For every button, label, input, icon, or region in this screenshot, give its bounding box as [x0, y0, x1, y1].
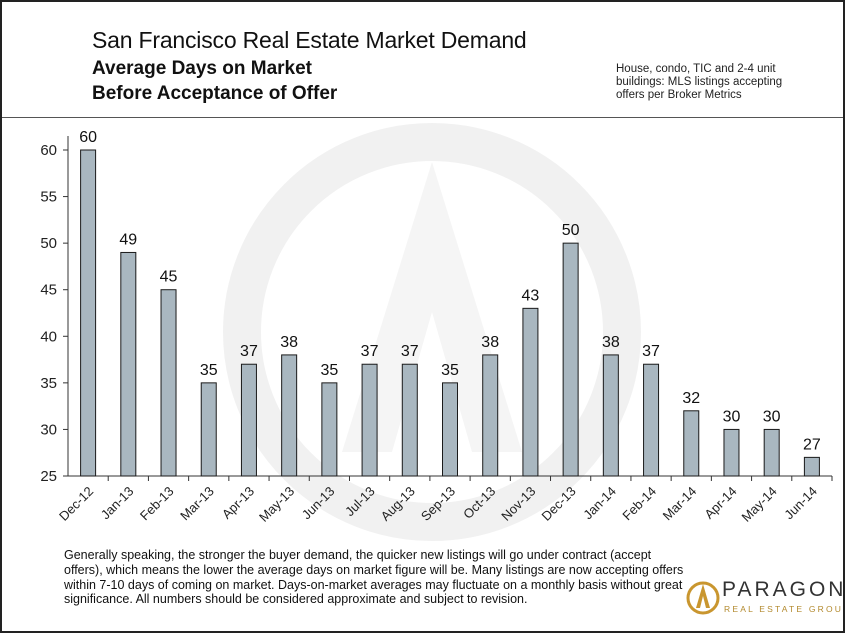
data-label: 35 — [200, 362, 218, 379]
bar — [442, 382, 458, 477]
x-tick-label: Feb-14 — [619, 484, 659, 524]
y-tick-label: 40 — [40, 328, 57, 345]
bar — [160, 289, 177, 477]
bar — [281, 354, 298, 477]
data-label: 38 — [602, 334, 620, 351]
bar — [321, 382, 338, 477]
source-note-line-3: offers per Broker Metrics — [616, 89, 742, 101]
data-label: 37 — [642, 343, 660, 360]
x-tick-label: Feb-13 — [137, 484, 177, 524]
x-tick-label: Jan-13 — [98, 484, 137, 523]
bar — [80, 149, 97, 477]
data-label: 43 — [522, 287, 540, 304]
paragon-logo-icon — [686, 581, 720, 615]
data-label: 50 — [562, 222, 580, 239]
x-tick-label: Mar-13 — [177, 484, 217, 524]
x-tick-label: Mar-14 — [660, 484, 700, 524]
y-tick-label: 30 — [40, 421, 57, 438]
source-note: House, condo, TIC and 2-4 unit buildings… — [616, 63, 816, 102]
subtitle-line-1: Average Days on Market — [92, 58, 313, 79]
subtitle-line-2: Before Acceptance of Offer — [92, 83, 338, 104]
y-tick-label: 55 — [40, 189, 57, 206]
bar — [361, 363, 378, 477]
data-label: 35 — [441, 362, 459, 379]
x-tick-label: Dec-13 — [539, 484, 579, 524]
x-tick-label: Jun-14 — [781, 484, 820, 523]
bar — [240, 363, 257, 477]
bar — [723, 428, 740, 477]
source-note-line-2: buildings: MLS listings accepting — [616, 76, 783, 88]
data-label: 35 — [320, 362, 338, 379]
bar — [643, 363, 660, 477]
bar — [803, 456, 820, 477]
bar — [562, 242, 579, 477]
bar — [602, 354, 619, 477]
bar — [200, 382, 217, 477]
bar — [401, 363, 418, 477]
paragon-watermark-icon — [223, 123, 641, 541]
x-tick-label: Nov-13 — [498, 484, 538, 524]
chart-title: San Francisco Real Estate Market Demand — [92, 27, 527, 53]
header-divider — [2, 117, 843, 118]
x-tick-label: Jan-14 — [580, 484, 619, 523]
bar — [120, 251, 137, 477]
bar-chart: 25 30 35 40 45 50 55 60 60 Dec-12 49 Jan-13 45 Feb-13… — [40, 129, 833, 525]
data-label: 38 — [481, 334, 499, 351]
data-label: 37 — [401, 343, 419, 360]
bar — [763, 428, 780, 477]
data-label: 38 — [280, 334, 298, 351]
paragon-logo: PARAGON REAL ESTATE GROUP — [686, 574, 843, 624]
y-tick-label: 25 — [40, 468, 57, 485]
bar — [683, 410, 700, 477]
x-tick-label: Apr-13 — [219, 484, 257, 522]
chart-subtitle: Average Days on Market Before Acceptance… — [92, 56, 512, 106]
data-label: 49 — [119, 231, 137, 248]
logo-tagline: REAL ESTATE GROUP — [724, 604, 845, 614]
x-tick-label: Oct-13 — [460, 484, 498, 522]
data-label: 45 — [160, 269, 178, 286]
data-label: 37 — [361, 343, 379, 360]
x-tick-label: Aug-13 — [378, 484, 418, 524]
data-label: 27 — [803, 436, 821, 453]
bar — [522, 307, 539, 477]
y-tick-label: 35 — [40, 375, 57, 392]
data-label: 60 — [79, 129, 97, 146]
x-tick-label: Apr-14 — [701, 484, 739, 522]
y-tick-label: 60 — [40, 142, 57, 159]
x-tick-label: Dec-12 — [56, 484, 96, 524]
x-tick-label: May-14 — [739, 484, 780, 525]
data-label: 32 — [682, 390, 700, 407]
bar — [482, 354, 499, 477]
logo-wordmark: PARAGON — [722, 578, 845, 601]
footer-note: Generally speaking, the stronger the buy… — [64, 548, 684, 607]
data-label: 30 — [763, 408, 781, 425]
y-tick-label: 50 — [40, 235, 57, 252]
y-tick-label: 45 — [40, 282, 57, 299]
x-tick-label: Jun-13 — [299, 484, 338, 523]
source-note-line-1: House, condo, TIC and 2-4 unit — [616, 63, 776, 75]
data-label: 30 — [723, 408, 741, 425]
data-label: 37 — [240, 343, 258, 360]
x-tick-label: Jul-13 — [342, 484, 378, 520]
x-tick-label: May-13 — [256, 484, 297, 525]
x-tick-label: Sep-13 — [418, 484, 458, 524]
